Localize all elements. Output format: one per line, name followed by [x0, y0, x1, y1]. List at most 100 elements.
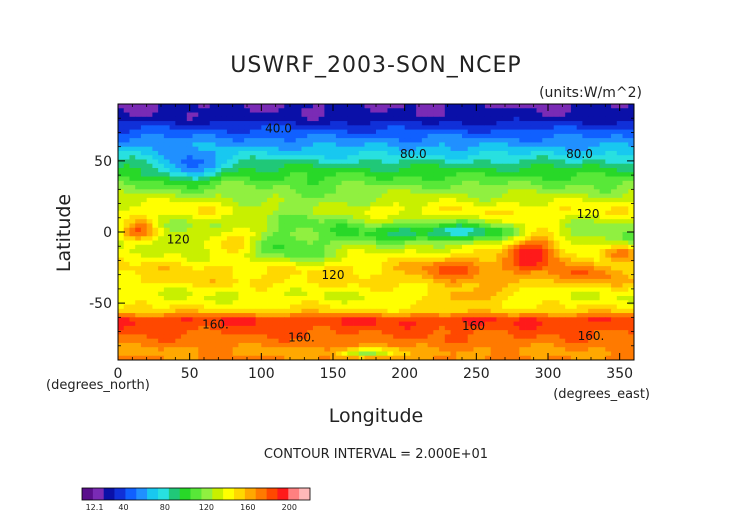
heatmap-cell: [198, 206, 205, 212]
heatmap-cell: [599, 125, 606, 130]
heatmap-cell: [278, 296, 285, 301]
heatmap-cell: [226, 338, 234, 344]
heatmap-cell: [593, 121, 600, 126]
heatmap-cell: [169, 223, 176, 229]
heatmap-cell: [622, 202, 629, 207]
heatmap-cell: [278, 125, 285, 130]
heatmap-cell: [376, 317, 383, 322]
heatmap-cell: [605, 104, 612, 109]
heatmap-cell: [473, 197, 480, 203]
heatmap-cell: [502, 334, 509, 340]
heatmap-cell: [381, 244, 388, 250]
heatmap-cell: [462, 236, 469, 241]
heatmap-cell: [324, 163, 331, 169]
heatmap-cell: [272, 304, 279, 310]
heatmap-cell: [152, 240, 159, 246]
heatmap-cell: [204, 219, 211, 224]
heatmap-cell: [496, 133, 503, 139]
heatmap-cell: [312, 308, 320, 314]
heatmap-cell: [559, 176, 566, 182]
heatmap-cell: [347, 296, 354, 301]
heatmap-cell: [152, 112, 159, 118]
heatmap-cell: [278, 121, 285, 126]
heatmap-cell: [330, 112, 337, 118]
heatmap-cell: [484, 240, 492, 246]
heatmap-cell: [192, 202, 199, 207]
heatmap-cell: [433, 185, 440, 190]
heatmap-cell: [410, 104, 417, 109]
heatmap-cell: [261, 125, 268, 130]
heatmap-cell: [456, 274, 463, 280]
heatmap-cell: [249, 270, 256, 276]
heatmap-cell: [628, 185, 635, 190]
heatmap-cell: [324, 240, 331, 246]
heatmap-cell: [370, 308, 377, 314]
heatmap-cell: [198, 223, 205, 229]
heatmap-cell: [479, 296, 486, 301]
heatmap-cell: [272, 202, 279, 207]
heatmap-cell: [410, 244, 417, 250]
heatmap-cell: [353, 180, 360, 186]
heatmap-cell: [456, 304, 463, 310]
heatmap-cell: [123, 142, 130, 148]
heatmap-cell: [307, 133, 314, 139]
heatmap-cell: [312, 108, 320, 113]
heatmap-cell: [393, 197, 400, 203]
heatmap-cell: [548, 296, 555, 301]
heatmap-cell: [341, 176, 348, 182]
heatmap-cell: [267, 172, 274, 177]
heatmap-cell: [158, 185, 165, 190]
heatmap-cell: [244, 240, 251, 246]
heatmap-cell: [335, 236, 342, 241]
heatmap-cell: [496, 232, 503, 237]
heatmap-cell: [221, 133, 228, 139]
heatmap-cell: [484, 214, 492, 220]
heatmap-cell: [502, 325, 509, 331]
heatmap-cell: [192, 338, 199, 344]
heatmap-cell: [307, 249, 314, 254]
heatmap-cell: [181, 214, 188, 220]
heatmap-cell: [152, 202, 159, 207]
heatmap-cell: [381, 104, 388, 109]
heatmap-cell: [588, 296, 595, 301]
heatmap-cell: [410, 180, 417, 186]
heatmap-cell: [244, 219, 251, 224]
heatmap-cell: [456, 138, 463, 143]
heatmap-cell: [146, 168, 153, 173]
heatmap-cell: [226, 155, 234, 160]
heatmap-cell: [421, 159, 428, 165]
heatmap-cell: [353, 334, 360, 340]
heatmap-cell: [135, 197, 142, 203]
heatmap-cell: [439, 185, 446, 190]
heatmap-cell: [284, 236, 291, 241]
heatmap-cell: [215, 338, 222, 344]
heatmap-cell: [525, 197, 532, 203]
heatmap-cell: [530, 155, 537, 160]
heatmap-cell: [221, 125, 228, 130]
heatmap-cell: [215, 138, 222, 143]
heatmap-cell: [582, 138, 589, 143]
heatmap-cell: [542, 133, 549, 139]
heatmap-cell: [301, 317, 308, 322]
heatmap-cell: [255, 278, 262, 284]
heatmap-cell: [582, 146, 589, 152]
heatmap-cell: [238, 210, 245, 216]
heatmap-cell: [616, 236, 623, 241]
heatmap-cell: [421, 176, 428, 182]
heatmap-cell: [255, 155, 262, 160]
heatmap-cell: [467, 304, 474, 310]
heatmap-cell: [473, 244, 480, 250]
heatmap-cell: [570, 193, 578, 199]
heatmap-cell: [393, 244, 400, 250]
heatmap-cell: [588, 180, 595, 186]
heatmap-cell: [588, 108, 595, 113]
heatmap-cell: [548, 129, 555, 135]
heatmap-cell: [553, 185, 560, 190]
heatmap-cell: [628, 176, 635, 182]
heatmap-cell: [267, 163, 274, 169]
heatmap-cell: [387, 176, 394, 182]
heatmap-cell: [376, 155, 383, 160]
heatmap-cell: [123, 253, 130, 258]
heatmap-cell: [387, 142, 394, 148]
heatmap-cell: [473, 185, 480, 190]
